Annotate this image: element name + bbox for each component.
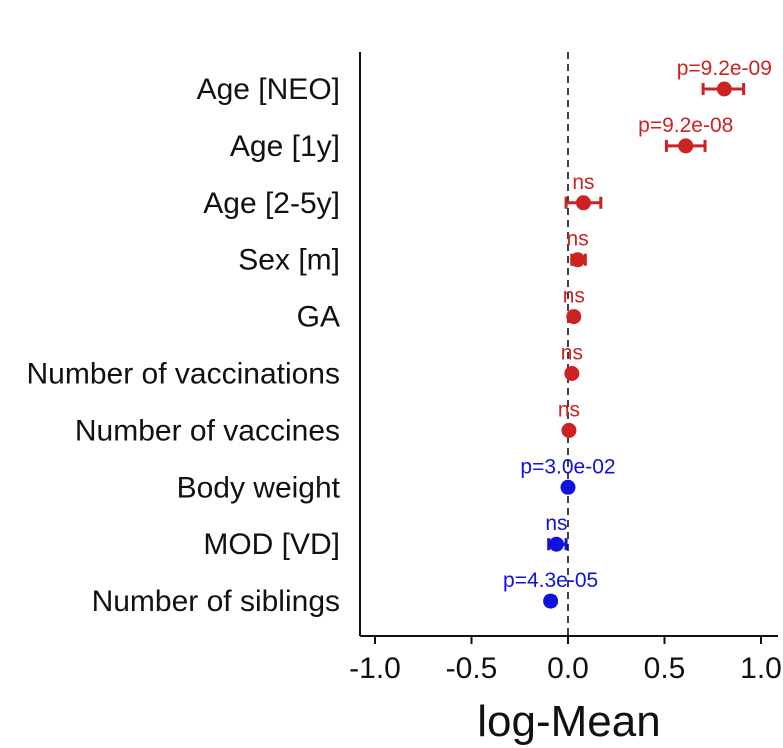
p-value-label: ns — [572, 171, 594, 194]
estimate-point — [543, 593, 559, 609]
row-body-weight: p=3.0e-02 — [520, 455, 616, 495]
row-label-ga: GA — [297, 301, 340, 334]
row-label-number-of-vaccines: Number of vaccines — [75, 414, 340, 447]
row-age-1y: p=9.2e-08 — [638, 114, 733, 154]
row-number-of-vaccines: ns — [558, 398, 580, 438]
row-label-mod-vd: MOD [VD] — [203, 528, 340, 561]
row-number-of-siblings: p=4.3e-05 — [503, 569, 598, 609]
row-label-number-of-vaccinations: Number of vaccinations — [27, 358, 340, 391]
estimate-point — [575, 195, 591, 211]
estimate-point — [561, 422, 577, 438]
estimates: p=9.2e-09 p=9.2e-08 ns ns ns ns ns p=3.0e-02 ns p… — [503, 57, 772, 609]
row-label-number-of-siblings: Number of siblings — [92, 585, 340, 618]
p-value-label: ns — [567, 228, 589, 251]
p-value-label: ns — [563, 285, 585, 308]
row-label-age-1y: Age [1y] — [230, 130, 340, 163]
p-value-label: p=3.0e-02 — [520, 455, 615, 478]
p-value-label: ns — [561, 342, 583, 365]
x-axis-ticks: -1.0 -0.5 0.0 0.5 1.0 — [349, 636, 782, 685]
estimate-point — [678, 138, 694, 154]
row-age-2-5y: ns — [564, 171, 603, 211]
row-sex-m: ns — [567, 228, 589, 268]
p-value-label: p=9.2e-08 — [638, 114, 733, 137]
row-label-body-weight: Body weight — [177, 471, 341, 504]
row-labels: Age [NEO] Age [1y] Age [2-5y] Sex [m] GA Numb… — [27, 73, 341, 618]
estimate-point — [564, 366, 580, 381]
estimate-point — [716, 81, 732, 97]
x-tick-label: 1.0 — [740, 652, 782, 685]
row-age-neo: p=9.2e-09 — [677, 57, 772, 97]
x-tick-label: -0.5 — [446, 652, 498, 685]
x-tick-label: 0.0 — [547, 652, 589, 685]
estimate-point — [548, 536, 564, 552]
row-label-age-2-5y: Age [2-5y] — [203, 187, 340, 220]
row-label-age-neo: Age [NEO] — [197, 73, 340, 106]
p-value-label: ns — [558, 398, 580, 421]
row-mod-vd: ns — [545, 512, 568, 552]
x-tick-label: -1.0 — [349, 652, 401, 685]
row-ga: ns — [563, 285, 585, 325]
row-number-of-vaccinations: ns — [561, 342, 583, 381]
p-value-label: ns — [545, 512, 567, 535]
estimate-point — [566, 309, 582, 325]
x-tick-label: 0.5 — [644, 652, 686, 685]
p-value-label: p=9.2e-09 — [677, 57, 772, 80]
x-axis-title: log-Mean — [477, 697, 660, 746]
row-label-sex-m: Sex [m] — [238, 244, 340, 277]
estimate-point — [570, 252, 586, 268]
p-value-label: p=4.3e-05 — [503, 569, 598, 592]
estimate-point — [560, 479, 576, 495]
